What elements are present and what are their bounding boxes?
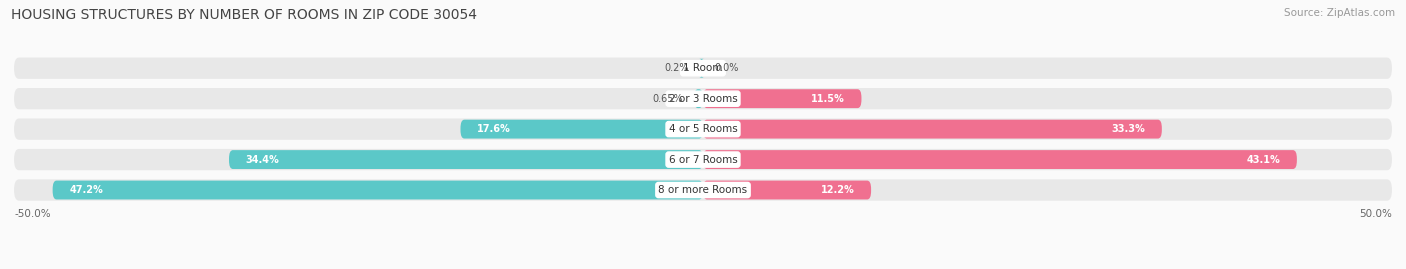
FancyBboxPatch shape — [52, 180, 703, 200]
FancyBboxPatch shape — [461, 120, 703, 139]
Text: Source: ZipAtlas.com: Source: ZipAtlas.com — [1284, 8, 1395, 18]
Text: 34.4%: 34.4% — [246, 155, 280, 165]
Text: 0.2%: 0.2% — [665, 63, 689, 73]
Text: 4 or 5 Rooms: 4 or 5 Rooms — [669, 124, 737, 134]
FancyBboxPatch shape — [14, 118, 1392, 140]
Text: -50.0%: -50.0% — [14, 209, 51, 219]
FancyBboxPatch shape — [695, 89, 703, 108]
Text: 6 or 7 Rooms: 6 or 7 Rooms — [669, 155, 737, 165]
FancyBboxPatch shape — [699, 59, 704, 78]
Text: 1 Room: 1 Room — [683, 63, 723, 73]
Text: 33.3%: 33.3% — [1112, 124, 1146, 134]
Text: 11.5%: 11.5% — [811, 94, 845, 104]
Text: HOUSING STRUCTURES BY NUMBER OF ROOMS IN ZIP CODE 30054: HOUSING STRUCTURES BY NUMBER OF ROOMS IN… — [11, 8, 477, 22]
Text: 0.65%: 0.65% — [652, 94, 683, 104]
FancyBboxPatch shape — [14, 58, 1392, 79]
FancyBboxPatch shape — [14, 149, 1392, 170]
FancyBboxPatch shape — [703, 180, 872, 200]
FancyBboxPatch shape — [229, 150, 703, 169]
Text: 8 or more Rooms: 8 or more Rooms — [658, 185, 748, 195]
FancyBboxPatch shape — [703, 150, 1296, 169]
FancyBboxPatch shape — [14, 179, 1392, 201]
Text: 47.2%: 47.2% — [69, 185, 103, 195]
FancyBboxPatch shape — [14, 88, 1392, 109]
FancyBboxPatch shape — [703, 120, 1161, 139]
Text: 50.0%: 50.0% — [1360, 209, 1392, 219]
Text: 17.6%: 17.6% — [477, 124, 510, 134]
Text: 12.2%: 12.2% — [821, 185, 855, 195]
Text: 43.1%: 43.1% — [1247, 155, 1281, 165]
Text: 0.0%: 0.0% — [714, 63, 738, 73]
FancyBboxPatch shape — [703, 89, 862, 108]
Text: 2 or 3 Rooms: 2 or 3 Rooms — [669, 94, 737, 104]
